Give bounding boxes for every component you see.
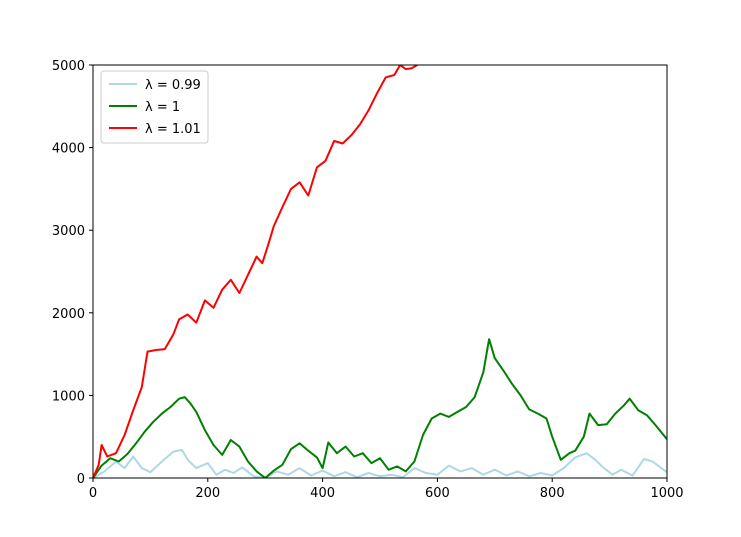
y-tick-label: 4000 xyxy=(52,142,85,157)
series-line-0 xyxy=(93,448,667,478)
x-tick-label: 800 xyxy=(540,486,565,501)
axes: 0 200 400 600 800 1000 0 1000 2000 3000 4000 5000 xyxy=(52,59,684,501)
legend: λ = 0.99 λ = 1 λ = 1.01 xyxy=(100,70,209,144)
legend-label: λ = 1.01 xyxy=(145,122,201,137)
legend-label: λ = 1 xyxy=(145,100,180,115)
series-line-2 xyxy=(93,65,418,478)
legend-box xyxy=(100,70,209,144)
x-tick-label: 1000 xyxy=(650,486,683,501)
x-tick-label: 400 xyxy=(310,486,335,501)
x-tick-label: 600 xyxy=(425,486,450,501)
series-line-1 xyxy=(93,338,667,478)
x-tick-label: 200 xyxy=(195,486,220,501)
y-tick-label: 1000 xyxy=(52,389,85,404)
plot-area xyxy=(93,65,667,478)
legend-label: λ = 0.99 xyxy=(145,78,201,93)
y-tick-label: 2000 xyxy=(52,307,85,322)
y-tick-label: 0 xyxy=(77,472,85,487)
y-tick-label: 5000 xyxy=(52,59,85,74)
x-tick-label: 0 xyxy=(89,486,97,501)
y-tick-label: 3000 xyxy=(52,224,85,239)
plot-frame xyxy=(92,64,668,479)
